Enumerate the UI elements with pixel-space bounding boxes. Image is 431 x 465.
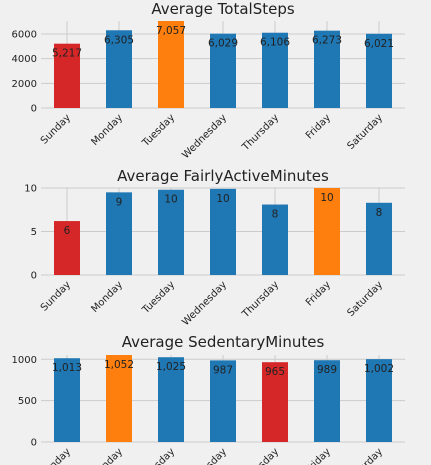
- bar-value-label: 1,052: [104, 359, 134, 371]
- bar: [210, 33, 236, 109]
- bar-value-label: 5,217: [52, 48, 82, 60]
- bar: [158, 357, 184, 442]
- bar-value-label: 6,305: [104, 34, 134, 46]
- bars: [54, 355, 392, 442]
- y-tick-labels: 0 5 10: [24, 184, 37, 282]
- bar: [262, 362, 288, 442]
- bar: [210, 360, 236, 442]
- bars: [54, 21, 392, 109]
- y-tick-label: 6000: [12, 30, 37, 41]
- bar-value-label: 9: [116, 196, 123, 208]
- bar: [210, 188, 236, 275]
- y-tick-label: 1000: [12, 355, 37, 366]
- bar: [314, 188, 340, 275]
- value-labels: 1,013 1,052 1,025 987 965 989 1,002: [52, 359, 394, 378]
- bar-value-label: 8: [376, 207, 383, 219]
- y-tick-label: 5: [31, 227, 37, 238]
- bar: [54, 43, 80, 108]
- bar: [106, 30, 132, 108]
- y-tick-label: 0: [31, 104, 37, 115]
- bar: [54, 358, 80, 442]
- bar: [158, 21, 184, 108]
- bar-value-label: 965: [265, 366, 285, 378]
- bar-value-label: 1,002: [364, 363, 394, 375]
- bar-value-label: 1,025: [156, 361, 186, 373]
- bar-value-label: 8: [272, 209, 279, 221]
- bar: [314, 360, 340, 442]
- bar: [262, 204, 288, 275]
- bar: [366, 33, 392, 108]
- y-tick-label: 2000: [12, 79, 37, 90]
- bar-value-label: 6,106: [260, 37, 290, 49]
- y-tick-labels: 0 500 1000: [12, 355, 37, 449]
- bar-value-label: 10: [320, 192, 333, 204]
- chart-title: Average TotalSteps: [151, 0, 295, 18]
- bar-value-label: 10: [164, 194, 177, 206]
- bar-value-label: 10: [216, 193, 229, 205]
- chart-title: Average SedentaryMinutes: [122, 333, 325, 351]
- bar-value-label: 7,057: [156, 25, 186, 37]
- value-labels: 6 9 10 10 8 10 8: [64, 192, 383, 237]
- y-tick-label: 0: [31, 438, 37, 449]
- bar-value-label: 987: [213, 364, 233, 376]
- bar-value-label: 6,273: [312, 35, 342, 47]
- bar: [106, 355, 132, 442]
- bar-value-label: 989: [317, 364, 337, 376]
- bar-value-label: 6: [64, 225, 71, 237]
- bar-value-label: 6,021: [364, 38, 394, 50]
- y-tick-label: 4000: [12, 54, 37, 65]
- bar: [106, 192, 132, 275]
- y-tick-labels: 0 2000 4000 6000: [12, 30, 37, 115]
- bar: [314, 30, 340, 108]
- bar-value-label: 1,013: [52, 362, 82, 374]
- bar: [54, 221, 80, 275]
- y-tick-label: 0: [31, 271, 37, 282]
- bars: [54, 188, 392, 275]
- bar: [158, 189, 184, 275]
- bar: [262, 32, 288, 108]
- bar: [366, 202, 392, 275]
- value-labels: 5,217 6,305 7,057 6,029 6,106 6,273 6,021: [52, 25, 394, 60]
- bar: [366, 359, 392, 442]
- y-tick-label: 500: [18, 396, 37, 407]
- y-tick-label: 10: [24, 184, 37, 195]
- bar-value-label: 6,029: [208, 38, 238, 50]
- chart-title: Average FairlyActiveMinutes: [117, 167, 329, 185]
